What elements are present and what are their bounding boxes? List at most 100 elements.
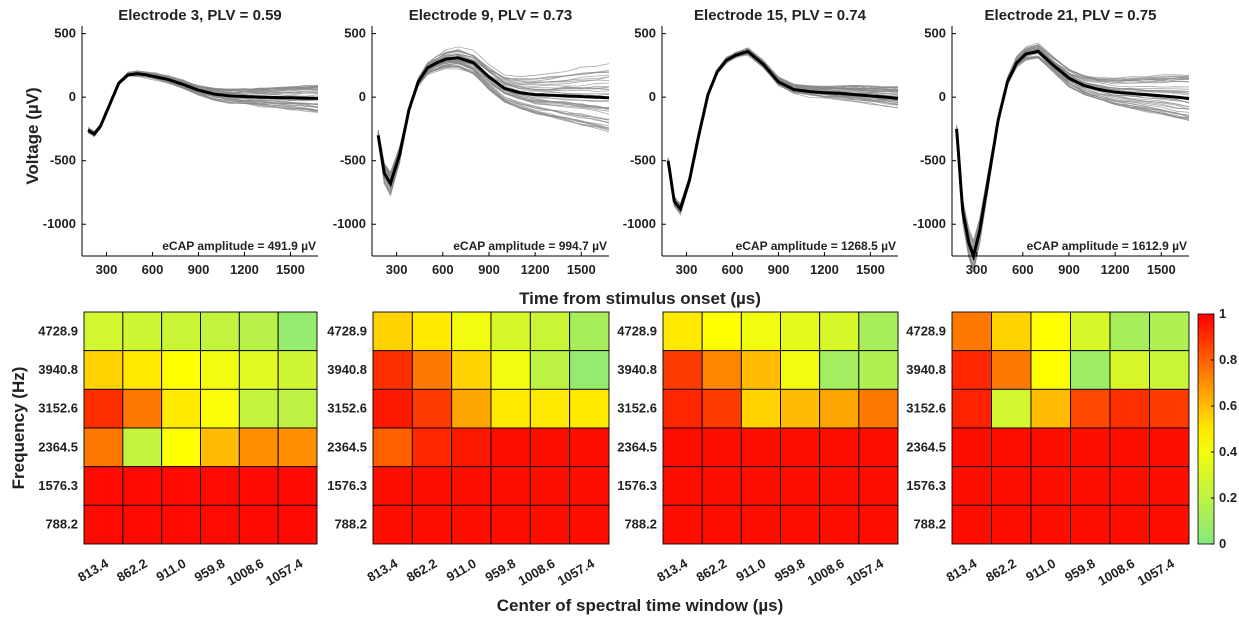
y-tick-label: -1000: [623, 216, 656, 231]
heatmap-cell: [1109, 427, 1150, 468]
window-center-tick-label: 813.4: [75, 555, 111, 585]
trial-trace: [667, 52, 899, 207]
heatmap-cell: [161, 427, 201, 468]
frequency-tick-label: 3940.8: [617, 362, 657, 377]
heatmap-cell: [200, 311, 240, 352]
x-tick-label: 300: [96, 262, 118, 277]
colorbar: 1 0.8 0.6 0.4 0.2 0: [1197, 306, 1238, 551]
window-center-tick-label: 862.2: [404, 556, 440, 585]
trial-trace: [667, 49, 899, 209]
trial-trace: [667, 47, 899, 214]
trial-trace: [667, 52, 899, 210]
heatmap-cell: [1030, 504, 1071, 545]
heatmap-cell: [1149, 466, 1190, 506]
y-tick-label: 0: [69, 89, 76, 104]
heatmap-cell: [951, 504, 992, 545]
x-tick-label: 300: [676, 262, 698, 277]
heatmap-cell: [372, 350, 413, 390]
window-center-tick-label: 911.0: [444, 556, 479, 585]
heatmap-cell: [372, 466, 413, 506]
frequency-tick-label: 1576.3: [38, 478, 78, 493]
heatmap-cell: [1030, 427, 1071, 468]
window-center-tick-label: 1057.4: [844, 555, 887, 588]
trial-trace: [667, 52, 899, 212]
heatmap-cell: [83, 427, 124, 468]
trial-trace: [956, 57, 1190, 250]
trial-trace: [377, 58, 610, 177]
heatmap-cell: [1149, 504, 1190, 545]
y-axis-label-voltage: Voltage (µV): [23, 87, 42, 184]
window-center-tick-label: 959.8: [772, 556, 808, 585]
heatmap-cell: [122, 350, 163, 390]
heatmap-cell: [951, 388, 992, 429]
x-tick-label: 300: [966, 262, 988, 277]
trial-trace: [667, 53, 899, 206]
heatmap-cell: [372, 427, 413, 468]
heatmap-panel: 4728.9 3940.8 3152.6 2364.5 1576.3 788.2 813.4…: [617, 311, 899, 588]
y-tick-label: 0: [939, 89, 946, 104]
trial-trace: [667, 49, 899, 209]
ecap-amplitude-label: eCAP amplitude = 491.9 µV: [162, 239, 316, 253]
heatmap-panels: 4728.9 3940.8 3152.6 2364.5 1576.3 788.2 813.4…: [38, 311, 1190, 588]
frequency-tick-label: 3152.6: [38, 401, 78, 416]
trial-trace: [667, 53, 899, 212]
panel-title: Electrode 9, PLV = 0.73: [409, 7, 573, 24]
heatmap-cell: [161, 504, 201, 545]
heatmap-cell: [83, 504, 124, 545]
trial-trace: [667, 52, 899, 208]
heatmap-cell: [529, 504, 571, 545]
x-tick-label: 600: [432, 262, 454, 277]
heatmap-cell: [569, 504, 610, 545]
y-tick-label: 0: [649, 89, 656, 104]
x-tick-label: 1200: [521, 262, 550, 277]
window-center-tick-label: 1057.4: [1135, 555, 1178, 588]
heatmap-cell: [780, 350, 821, 390]
heatmap-cell: [858, 504, 899, 545]
frequency-tick-label: 788.2: [45, 517, 78, 532]
window-center-tick-label: 862.2: [694, 556, 730, 585]
heatmap-cell: [780, 504, 821, 545]
y-tick-label: 500: [634, 26, 656, 41]
trial-trace: [667, 51, 899, 213]
heatmap-cell: [662, 350, 703, 390]
heatmap-cell: [819, 504, 860, 545]
x-tick-label: 600: [722, 262, 744, 277]
y-tick-label: 500: [924, 26, 946, 41]
heatmap-cell: [662, 311, 703, 352]
heatmap-cell: [858, 427, 899, 468]
heatmap-cell: [122, 311, 163, 352]
heatmap-cell: [662, 388, 703, 429]
heatmap-cell: [529, 311, 571, 352]
trial-trace: [667, 54, 899, 207]
heatmap-cell: [991, 350, 1032, 390]
x-tick-label: 900: [188, 262, 210, 277]
window-center-tick-label: 959.8: [192, 556, 228, 585]
trial-trace: [667, 49, 899, 211]
heatmap-cell: [991, 427, 1032, 468]
heatmap-cell: [1149, 311, 1190, 352]
heatmap-cell: [238, 466, 279, 506]
voltage-panel: 500 0 -500 -1000 300 600 900 1200 1500 Electrode …: [623, 7, 899, 277]
y-tick-label: -1000: [333, 216, 366, 231]
heatmap-cell: [83, 350, 124, 390]
heatmap-cell: [451, 350, 492, 390]
heatmap-cell: [780, 466, 821, 506]
heatmap-cell: [1070, 388, 1111, 429]
heatmap-cell: [277, 427, 318, 468]
frequency-tick-label: 1576.3: [906, 478, 946, 493]
heatmap-cell: [1070, 311, 1111, 352]
window-center-tick-label: 959.8: [1062, 556, 1098, 585]
heatmap-cell: [740, 466, 781, 506]
trial-trace: [667, 48, 899, 212]
frequency-tick-label: 2364.5: [327, 439, 367, 454]
trial-trace: [667, 49, 899, 212]
panel-title: Electrode 15, PLV = 0.74: [694, 7, 867, 24]
heatmap-cell: [1149, 388, 1190, 429]
frequency-tick-label: 2364.5: [38, 439, 78, 454]
x-tick-label: 1500: [856, 262, 885, 277]
trial-trace: [667, 52, 899, 209]
trial-trace: [667, 51, 899, 208]
heatmap-cell: [701, 388, 742, 429]
heatmap-cell: [951, 350, 992, 390]
